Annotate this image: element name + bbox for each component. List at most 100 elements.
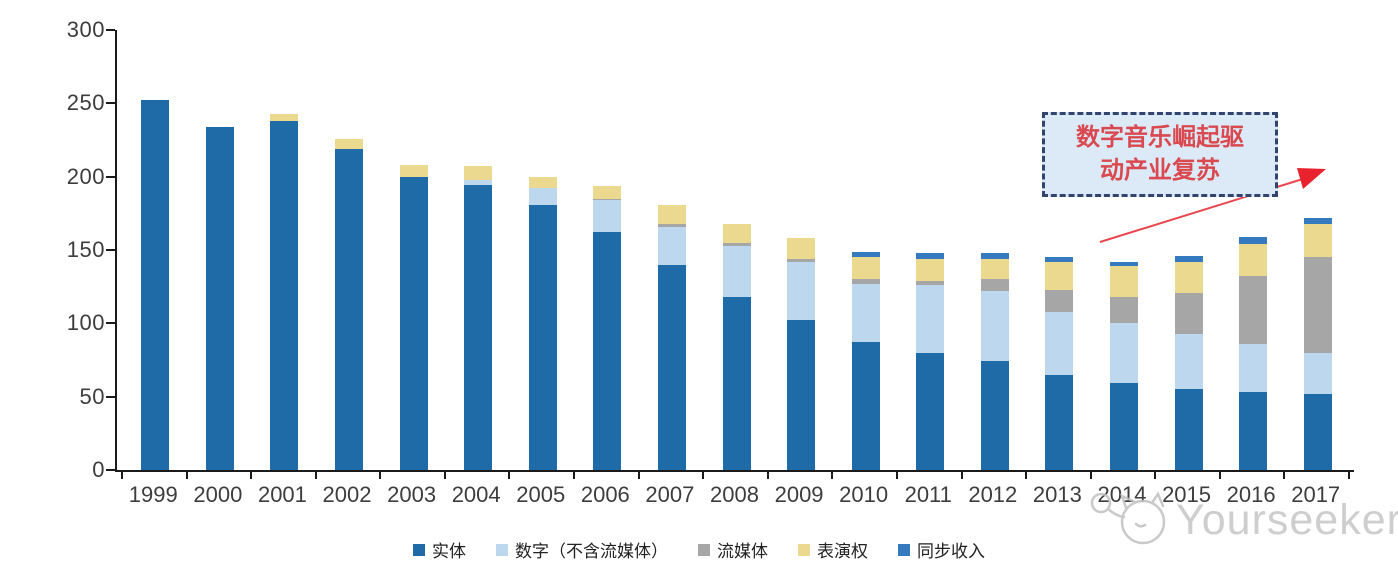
bar-segment: [1303, 257, 1332, 353]
bar-segment: [1174, 292, 1203, 334]
bar-segment: [916, 258, 945, 281]
bar-2012: [980, 252, 1009, 470]
bar-2008: [722, 223, 751, 470]
x-tick-label: 2004: [451, 482, 501, 507]
bar-2017: [1303, 217, 1332, 470]
x-tick-label: 2001: [257, 482, 307, 507]
bar-segment: [1239, 244, 1268, 277]
bar-segment: [787, 320, 816, 470]
bar-segment: [528, 204, 557, 470]
bar-segment: [593, 232, 622, 470]
bar-segment: [1303, 217, 1332, 224]
bar-segment: [1303, 352, 1332, 394]
x-tick-label: 2014: [1097, 482, 1147, 507]
y-tick-label: 250: [66, 90, 105, 116]
bar-segment: [851, 342, 880, 470]
x-tick-mark: [766, 470, 769, 479]
bar-segment: [980, 252, 1009, 259]
bar-segment: [593, 198, 622, 201]
bar-segment: [722, 296, 751, 470]
legend-swatch: [698, 543, 710, 556]
bar-segment: [1174, 261, 1203, 293]
bar-1999: [141, 100, 170, 470]
y-tick-label: 100: [66, 310, 105, 336]
bar-2016: [1239, 236, 1268, 470]
x-tick-mark: [1348, 470, 1350, 479]
bar-segment: [593, 200, 622, 233]
bar-segment: [464, 179, 493, 186]
bar-2015: [1174, 255, 1203, 470]
x-tick-label: 2003: [387, 482, 437, 507]
y-tick-mark: [106, 175, 115, 178]
x-tick-label: 2005: [516, 482, 566, 507]
legend-swatch: [898, 543, 910, 556]
legend-label: 同步收入: [917, 542, 985, 561]
bar-segment: [1045, 261, 1074, 290]
x-tick-label: 2017: [1291, 482, 1341, 507]
legend-swatch: [413, 543, 425, 556]
x-tick-mark: [960, 470, 963, 479]
bar-segment: [1045, 374, 1074, 470]
x-tick-label: 2002: [322, 482, 372, 507]
bar-segment: [464, 185, 493, 470]
bar-segment: [722, 245, 751, 297]
x-tick-mark: [895, 470, 898, 479]
bar-2004: [464, 166, 493, 470]
legend-label: 表演权: [817, 542, 868, 561]
bar-segment: [1174, 255, 1203, 262]
bar-segment: [1239, 392, 1268, 470]
bar-segment: [722, 223, 751, 243]
x-tick-label: 2010: [839, 482, 889, 507]
bar-2003: [399, 164, 428, 470]
y-tick-mark: [106, 395, 115, 398]
y-tick-label: 200: [66, 163, 105, 189]
bar-segment: [399, 164, 428, 177]
x-tick-mark: [1154, 470, 1157, 479]
y-tick-label: 50: [79, 383, 105, 409]
legend-item: 同步收入: [898, 537, 985, 562]
bar-segment: [722, 242, 751, 246]
bar-2007: [657, 204, 686, 470]
bar-segment: [1109, 261, 1138, 267]
bar-segment: [1174, 389, 1203, 470]
bar-segment: [787, 238, 816, 259]
chart-legend: 实体 数字（不含流媒体） 流媒体 表演权 同步收入: [0, 537, 1398, 562]
legend-item: 数字（不含流媒体）: [496, 537, 668, 562]
x-tick-mark: [443, 470, 446, 479]
bar-segment: [916, 352, 945, 470]
x-tick-label: 2008: [710, 482, 759, 507]
y-tick-label: 150: [66, 237, 105, 262]
y-tick-mark: [106, 469, 115, 471]
bar-segment: [657, 223, 686, 227]
y-tick-mark: [106, 29, 115, 31]
bar-segment: [335, 138, 364, 149]
bar-segment: [593, 185, 622, 199]
x-tick-mark: [573, 470, 576, 479]
bar-segment: [1109, 323, 1138, 384]
bar-2001: [270, 113, 299, 470]
bar-segment: [657, 204, 686, 224]
x-tick-mark: [508, 470, 511, 479]
y-tick-mark: [106, 102, 115, 105]
bar-segment: [916, 280, 945, 286]
bar-segment: [141, 100, 170, 470]
bar-segment: [851, 283, 880, 343]
x-tick-mark: [1283, 470, 1286, 479]
bar-segment: [205, 126, 234, 470]
bar-2006: [593, 185, 622, 470]
bar-segment: [1045, 257, 1074, 262]
legend-swatch: [496, 543, 508, 556]
x-tick-label: 2009: [774, 482, 824, 507]
bar-segment: [1045, 289, 1074, 312]
bar-segment: [270, 113, 299, 121]
bar-segment: [1174, 333, 1203, 390]
bar-segment: [851, 257, 880, 280]
bar-segment: [1109, 296, 1138, 324]
annotation-box: 数字音乐崛起驱 动产业复苏: [1042, 112, 1278, 197]
bar-2000: [205, 126, 234, 470]
x-tick-mark: [379, 470, 382, 479]
legend-label: 实体: [432, 542, 466, 561]
x-tick-label: 2000: [193, 482, 243, 507]
bar-segment: [528, 176, 557, 189]
x-tick-label: 2011: [904, 482, 952, 507]
